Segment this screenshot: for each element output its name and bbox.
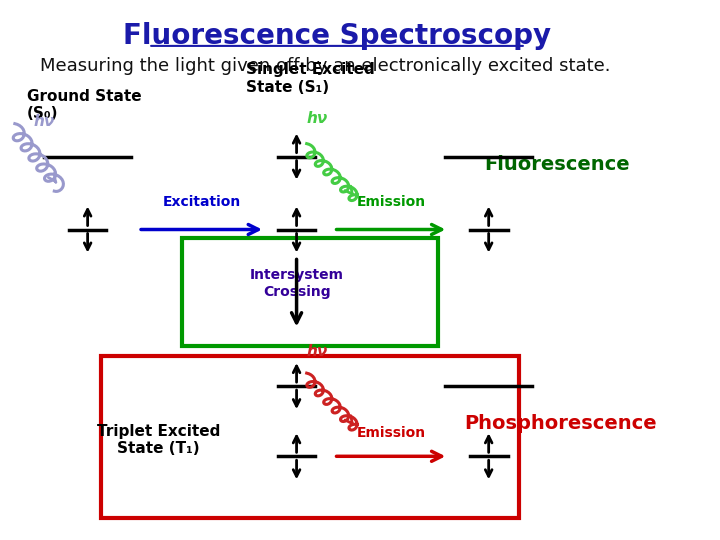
Text: Excitation: Excitation	[163, 195, 240, 209]
Text: hν: hν	[307, 111, 328, 126]
Text: Fluorescence: Fluorescence	[485, 155, 630, 174]
Bar	[101, 356, 519, 518]
Text: Emission: Emission	[356, 426, 426, 440]
Text: Singlet Excited
State (S₁): Singlet Excited State (S₁)	[246, 62, 375, 94]
Text: Measuring the light given off by an electronically excited state.: Measuring the light given off by an elec…	[40, 57, 611, 75]
Text: hν: hν	[34, 114, 55, 129]
Text: Triplet Excited
State (T₁): Triplet Excited State (T₁)	[96, 424, 220, 456]
Text: hν: hν	[307, 343, 328, 359]
Text: Ground State
(S₀): Ground State (S₀)	[27, 89, 142, 122]
Bar	[182, 238, 438, 346]
Text: Intersystem
Crossing: Intersystem Crossing	[250, 268, 343, 299]
Text: Fluorescence Spectroscopy: Fluorescence Spectroscopy	[123, 22, 551, 50]
Text: Emission: Emission	[356, 195, 426, 209]
Text: Phosphorescence: Phosphorescence	[464, 414, 657, 434]
